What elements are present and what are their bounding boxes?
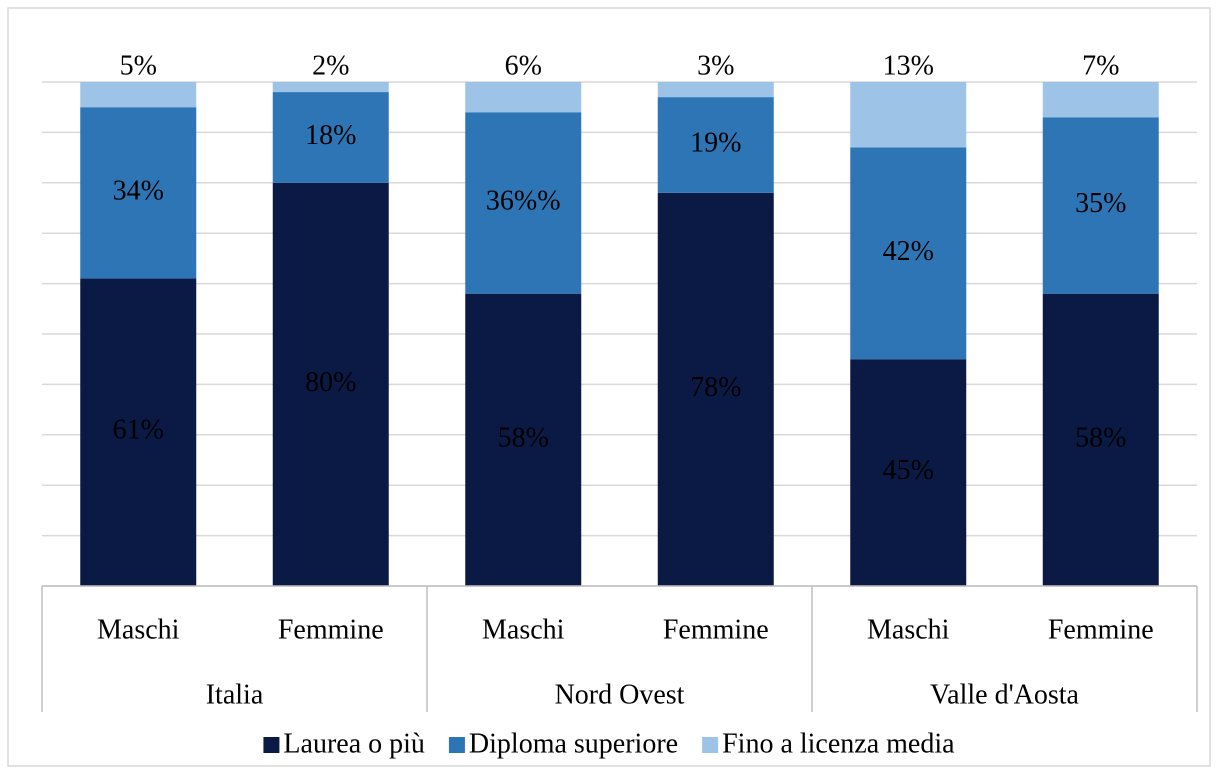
legend-label: Laurea o più — [283, 728, 425, 759]
data-label: 78% — [690, 372, 741, 403]
legend-swatch — [448, 737, 465, 753]
data-label: 61% — [113, 415, 164, 446]
x-tick-label: Maschi — [97, 614, 180, 645]
bar-segment — [850, 359, 967, 586]
bar-segment — [1042, 117, 1159, 294]
bar-segment — [1042, 293, 1159, 586]
legend-swatch — [263, 737, 280, 753]
bar-segment — [1042, 82, 1159, 118]
group-label: Italia — [206, 679, 264, 710]
group-label: Valle d'Aosta — [930, 679, 1079, 710]
data-label: 45% — [883, 455, 934, 486]
data-label: 13% — [883, 50, 934, 81]
data-label: 42% — [883, 236, 934, 267]
group-label: Nord Ovest — [555, 679, 685, 710]
bar-segment — [272, 182, 389, 587]
bar-segment — [657, 97, 774, 193]
data-label: 2% — [312, 50, 349, 81]
data-label: 19% — [690, 127, 741, 158]
x-tick-label: Maschi — [482, 614, 565, 645]
data-label: 80% — [305, 367, 356, 398]
data-label: 7% — [1082, 50, 1119, 81]
data-label: 3% — [697, 50, 734, 81]
data-label: 35% — [1075, 188, 1126, 219]
legend-label: Fino a licenza media — [722, 728, 955, 759]
bar-segment — [272, 82, 389, 93]
legend-label: Diploma superiore — [469, 728, 678, 759]
x-tick-label: Maschi — [867, 614, 950, 645]
data-label: 36%% — [486, 185, 561, 216]
bar-segment — [80, 82, 197, 108]
bar-segment — [80, 107, 197, 279]
bar-segment — [657, 192, 774, 586]
x-tick-label: Femmine — [1048, 614, 1154, 645]
bar-segment — [80, 278, 197, 586]
data-label: 5% — [120, 50, 157, 81]
data-label: 6% — [505, 50, 542, 81]
data-label: 18% — [305, 120, 356, 151]
data-label: 34% — [113, 175, 164, 206]
x-tick-label: Femmine — [663, 614, 769, 645]
bar-segment — [272, 92, 389, 183]
bar-segment — [465, 112, 582, 294]
legend-swatch — [702, 737, 719, 753]
data-label: 58% — [498, 422, 549, 453]
bar-segment — [850, 147, 967, 360]
bar-segment — [657, 82, 774, 98]
data-label: 58% — [1075, 422, 1126, 453]
chart-frame — [7, 7, 1211, 767]
bar-segment — [850, 82, 967, 148]
bar-segment — [465, 82, 582, 113]
bar-segment — [465, 293, 582, 586]
x-tick-label: Femmine — [278, 614, 384, 645]
